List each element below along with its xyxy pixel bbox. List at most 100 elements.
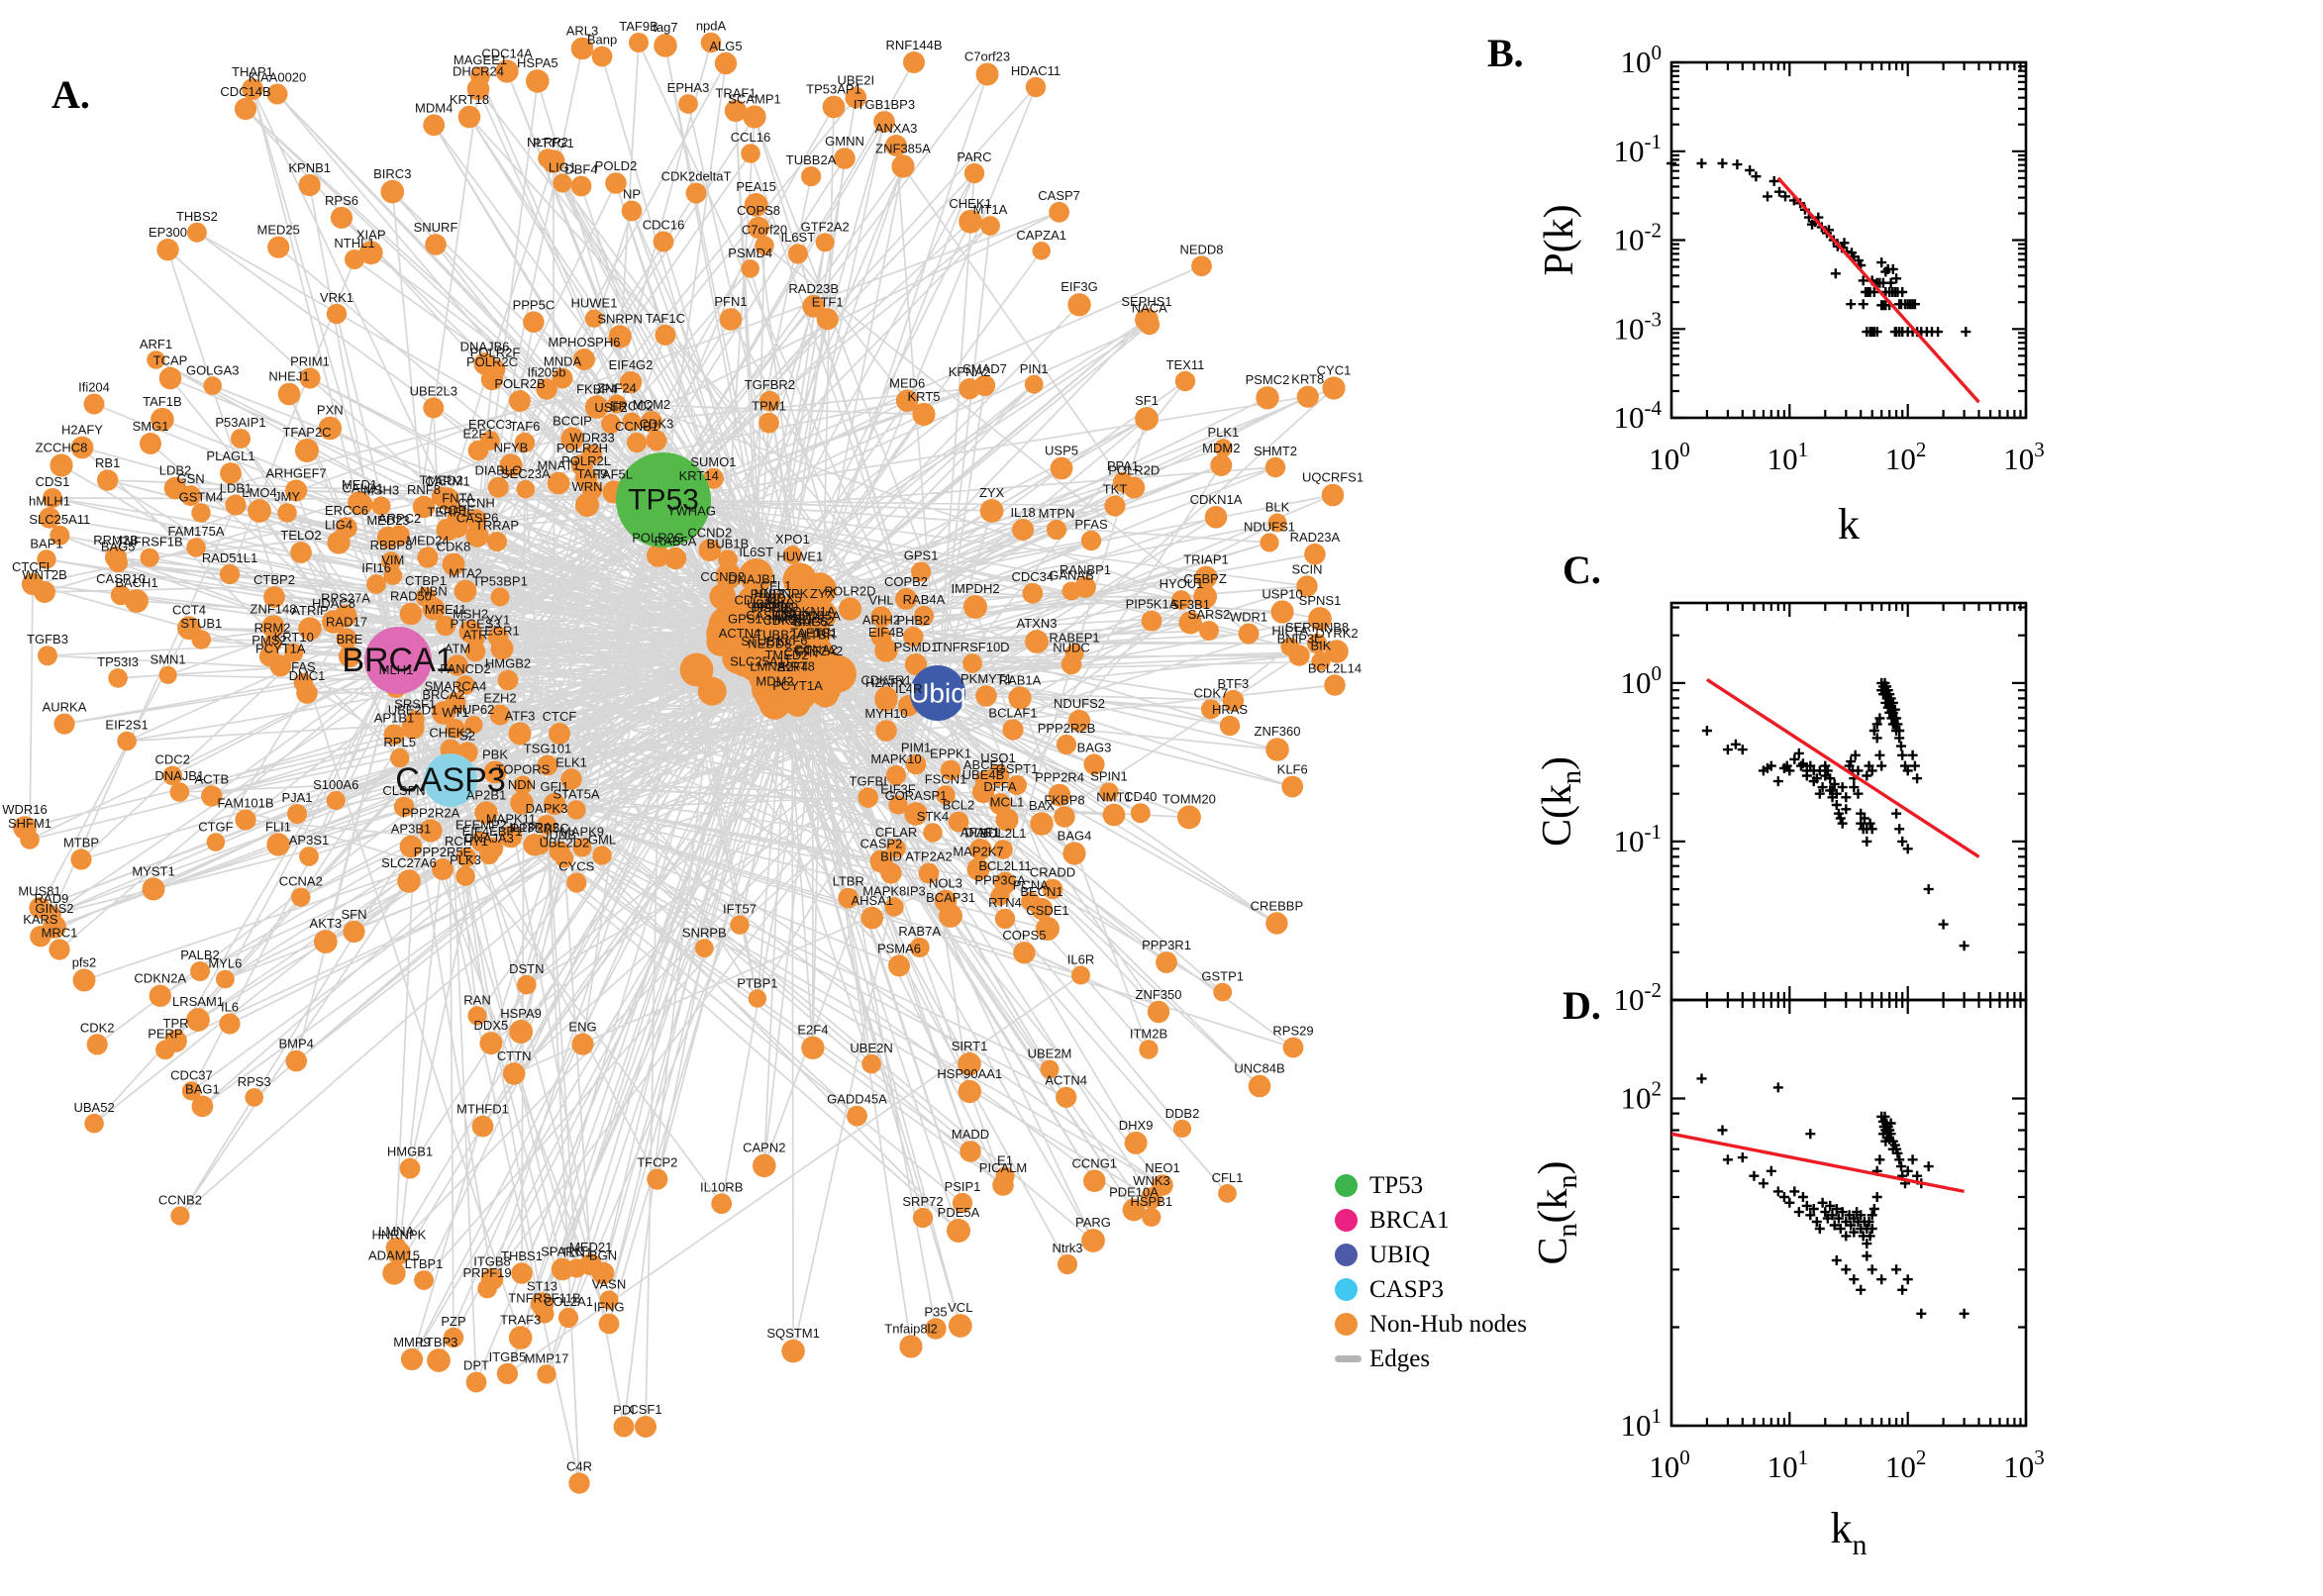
network-node-label: LTBR [804,628,836,643]
network-node-label: TRAF1 [715,86,756,101]
network-node-label: ARIH2 [862,612,900,627]
network-node [466,77,490,101]
brca1-swatch-icon [1335,1209,1358,1232]
network-node [465,1371,487,1393]
network-node [621,200,643,222]
network-node-label: CTGF [198,819,233,834]
network-node-label: UBE2N [747,597,789,612]
network-node [884,897,904,917]
network-node [1321,483,1345,507]
network-node-label: SF3B1 [1170,597,1210,612]
network-node-label: ACTN4 [719,626,761,641]
network-node-label: GMNN [825,134,864,149]
network-node-label: UBE2L3 [410,383,457,398]
data-point-marker [1822,765,1833,776]
network-node [422,597,446,621]
network-node-label: TMED2 [764,648,808,662]
network-node-label: WT1 [442,705,468,720]
data-point-marker [1696,1073,1707,1084]
network-node [553,173,572,193]
network-node-label: P35 [924,1304,947,1319]
network-node-label: KARS [23,912,58,927]
network-node [1191,255,1212,277]
network-node [170,1206,190,1226]
network-node-label: tag7 [653,20,677,35]
network-node [186,222,207,243]
network-node [479,1032,503,1055]
network-node-label: MTA2 [449,566,482,581]
network-node-label: CDKN1A [1190,492,1243,507]
network-node-label: CCNA2 [279,874,323,889]
network-node [431,486,452,507]
data-point-marker [1829,1220,1840,1231]
data-point-marker [1897,287,1908,297]
network-node-label: TGFBR2 [745,377,795,392]
network-node-label: EIF4EBP1 [462,824,523,839]
network-node [566,872,587,893]
network-node-label: POLR2L [561,453,611,468]
network-node [635,1416,656,1438]
y-tick-label: 10-2 [1614,219,1663,257]
network-node [117,731,137,751]
data-point-marker [1841,792,1852,803]
network-node [801,166,822,187]
network-node-label: KRT14 [679,468,719,483]
network-node-label: TFAP2C [282,425,331,440]
network-node [923,823,943,843]
x-axis-title: kn [1831,1504,1868,1561]
data-point-marker [1793,748,1804,758]
data-point-marker [1874,749,1885,760]
data-point-marker [1811,1217,1822,1227]
network-node-label: TPR [163,1016,189,1031]
network-node-label: POLR2C [466,354,518,369]
network-node [1147,1000,1170,1024]
network-node-label: WNK3 [1133,1173,1170,1188]
network-node-label: RPS6 [325,193,358,208]
network-node-label: DPT [463,1358,489,1373]
network-node [299,847,319,866]
network-node [225,494,247,516]
ubiq-swatch-icon [1335,1244,1358,1266]
network-node [371,496,391,516]
data-points [1696,1073,1970,1319]
network-node-label: UBE2D1 [388,702,439,717]
network-node-label: KRT5 [908,389,941,404]
network-node [886,839,906,858]
network-node-label: AP3S1 [289,833,329,848]
network-node [1172,1119,1192,1138]
network-node [443,1327,464,1348]
network-node-label: FAM101B [217,795,273,810]
network-node [698,539,722,561]
network-node [220,462,242,484]
network-node-label: HSPB1 [754,600,796,615]
network-node [1210,454,1233,476]
network-node-label: ALG5 [709,39,742,53]
network-node [888,954,910,977]
network-node [1050,456,1073,480]
network-node [1142,1207,1162,1227]
network-node-label: IFNG [593,1300,624,1315]
network-node [903,51,925,73]
network-node-label: PARG [1075,1215,1111,1230]
network-node [592,846,612,865]
network-node [1032,242,1051,260]
network-node-label: VIM [381,552,404,567]
network-node [1024,374,1044,394]
network-node [86,1034,108,1055]
network-node [510,791,534,815]
axis-ticks [1669,603,2028,1002]
network-node [477,1278,497,1299]
network-node-label: NFYB [494,440,529,454]
network-node-label: SQSTM1 [766,1326,819,1341]
network-node-label: RAD50 [390,589,432,604]
network-node [1199,621,1219,641]
x-tick-label: 102 [1885,1446,1927,1484]
network-node [948,811,969,833]
network-node-label: CHEK2 [429,726,471,741]
network-node-label: DNAJA3 [464,831,514,846]
network-node-label: ERCC6 [325,503,368,518]
network-node-label: SEC23A [501,466,551,481]
network-node-label: POLR2G [632,531,684,546]
network-node [1194,565,1218,589]
network-node [37,549,56,569]
